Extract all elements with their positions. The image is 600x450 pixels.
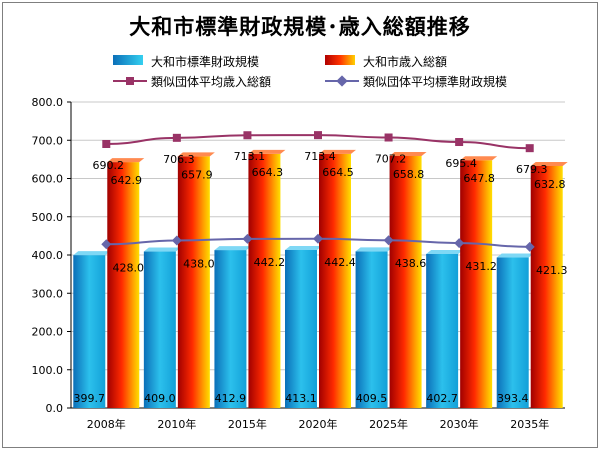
bar-scale [426,253,459,408]
y-tick-label: 400.0 [32,249,64,262]
y-tick-label: 500.0 [32,211,64,224]
data-label-scale: 393.4 [497,392,529,405]
avg-revenue-marker [384,133,393,142]
legend-label-scale: 大和市標準財政規模 [151,55,260,69]
avg-revenue-marker [172,133,181,142]
avg-revenue-marker [314,131,322,140]
avg-scale-marker [313,233,323,244]
y-tick-label: 300.0 [32,287,64,300]
y-tick-label: 100.0 [32,364,64,377]
bar-scale-top [214,246,252,251]
bar-revenue-top [389,152,427,157]
bar-scale [285,249,317,408]
bar-revenue [319,153,351,408]
bar-scale [496,257,529,408]
data-label-scale: 399.7 [74,392,106,405]
data-label-avg-scale: 438.0 [183,257,215,270]
data-label-avg-revenue: 679.3 [516,163,548,176]
avg-scale-marker [101,239,112,250]
data-label-avg-scale: 442.4 [324,256,356,269]
x-tick-label: 2030年 [440,417,479,431]
bar-revenue-top [460,156,498,161]
data-label-avg-revenue: 707.2 [375,152,407,165]
x-tick-label: 2020年 [299,417,338,431]
x-tick-label: 2010年 [157,417,196,431]
data-label-avg-revenue: 706.3 [163,153,195,166]
bar-revenue-top [107,158,145,163]
data-label-avg-scale: 438.6 [395,257,427,270]
x-tick-label: 2035年 [510,417,549,431]
bar-revenue [177,156,210,408]
avg-revenue-marker [455,138,464,147]
x-tick-label: 2015年 [228,417,267,431]
bar-revenue-top [530,161,568,166]
data-label-scale: 412.9 [215,392,247,405]
data-label-scale: 409.5 [356,392,388,405]
y-tick-label: 0.0 [46,402,64,415]
data-label-scale: 413.1 [285,392,317,405]
bar-scale [355,251,388,408]
avg-scale-marker [454,238,465,249]
plot-area: 0.0 100.0 200.0 300.0 400.0 500.0 600.0 700.0 80… [32,96,568,431]
avg-scale-marker [524,241,535,252]
data-label-avg-scale: 442.2 [254,256,286,269]
data-label-scale: 402.7 [426,392,458,405]
avg-revenue-marker [102,139,111,148]
bar-scale [143,251,176,408]
avg-scale-marker [383,235,394,246]
bar-revenue-top [248,149,286,154]
x-tick-label: 2008年 [87,417,126,431]
bar-scale [73,255,106,408]
x-tick-label: 2025年 [369,417,408,431]
data-label-revenue: 658.8 [393,168,425,181]
data-label-avg-scale: 421.3 [536,264,568,277]
legend-square-marker-icon [126,77,134,85]
avg-scale-marker [171,235,182,246]
data-label-avg-revenue: 695.4 [445,157,477,170]
bar-revenue-top [319,149,356,154]
data-label-revenue: 657.9 [181,168,213,181]
data-label-revenue: 664.5 [322,166,354,179]
data-label-avg-revenue: 690.2 [93,159,125,172]
bar-scale-top [426,249,464,254]
data-label-avg-revenue: 713.1 [234,150,266,163]
data-label-revenue: 632.8 [534,178,566,191]
bar-revenue [248,153,281,408]
bar-revenue [107,162,140,408]
data-label-scale: 409.0 [144,392,176,405]
data-label-avg-scale: 428.0 [113,261,145,274]
bar-revenue [389,156,422,408]
legend-label-avg-revenue: 類似団体平均歳入総額 [151,75,272,89]
chart-title: 大和市標準財政規模･歳入総額推移 [129,15,471,39]
legend-swatch-scale [113,55,143,65]
bar-scale-top [355,247,393,252]
bar-scale-top [496,253,534,258]
avg-scale-marker [242,233,253,244]
bar-scale-top [143,247,181,252]
y-tick-label: 200.0 [32,326,64,339]
y-tick-label: 600.0 [32,173,64,186]
bar-scale [214,250,247,408]
data-label-revenue: 642.9 [111,174,143,187]
legend-label-avg-scale: 類似団体平均標準財政規模 [363,75,508,89]
y-tick-label: 700.0 [32,134,64,147]
legend-label-revenue: 大和市歳入総額 [363,55,448,69]
bar-revenue-top [177,152,215,157]
bar-revenue [530,165,563,408]
data-label-avg-scale: 431.2 [465,260,497,273]
avg-revenue-marker [525,144,534,153]
bar-scale-top [73,251,111,256]
data-label-revenue: 664.3 [252,166,284,179]
bar-scale-top [285,245,322,250]
legend-swatch-revenue [325,55,355,65]
data-label-avg-revenue: 713.4 [304,150,336,163]
bar-revenue [460,160,493,408]
y-tick-label: 800.0 [32,96,64,109]
data-label-revenue: 647.8 [463,172,495,185]
avg-revenue-marker [243,131,252,140]
